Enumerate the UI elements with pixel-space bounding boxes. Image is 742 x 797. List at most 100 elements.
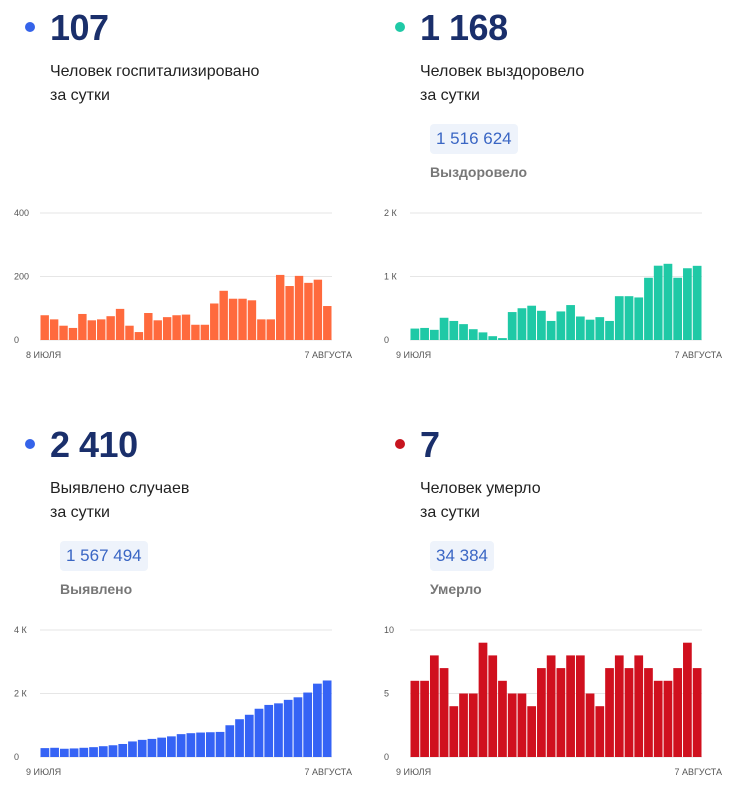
x-start-label: 8 ИЮЛЯ — [26, 350, 61, 360]
panel-cases: 2 410 Выявлено случаев за сутки 1 567 49… — [0, 417, 360, 797]
bar — [634, 297, 644, 340]
bar — [293, 697, 303, 757]
bar — [556, 668, 566, 757]
bar — [176, 734, 186, 757]
bar — [673, 668, 683, 757]
bar — [167, 736, 176, 757]
x-end-label: 7 АВГУСТА — [304, 350, 352, 360]
bar — [653, 680, 663, 757]
bar — [449, 320, 459, 340]
bar — [134, 332, 144, 340]
bar — [238, 298, 247, 340]
x-end-label: 7 АВГУСТА — [674, 767, 722, 777]
bar — [410, 328, 420, 340]
deaths-total: 34 384 — [430, 541, 494, 571]
y-tick-label: 200 — [14, 272, 29, 282]
bar — [556, 311, 566, 340]
bar — [266, 319, 275, 340]
deaths-value: 7 — [420, 424, 440, 465]
bar — [566, 655, 575, 757]
bar — [429, 329, 439, 340]
panel-deaths: 7 Человек умерло за сутки 34 384 Умерло … — [370, 417, 730, 797]
deaths-desc: Человек умерло за сутки — [420, 477, 541, 525]
bar — [49, 319, 59, 340]
bar — [257, 319, 266, 340]
bar — [283, 699, 293, 757]
bar — [537, 668, 546, 757]
bullet-dot-icon — [25, 439, 35, 449]
bar — [488, 336, 498, 340]
bar — [566, 305, 575, 340]
bar — [410, 680, 420, 757]
bar — [439, 668, 449, 757]
bar — [115, 308, 125, 340]
bar — [89, 747, 98, 757]
bar — [40, 315, 49, 340]
bar — [653, 265, 663, 340]
bar — [228, 298, 238, 340]
bar — [459, 324, 468, 341]
recovered-total: 1 516 624 — [430, 124, 518, 154]
bar — [294, 275, 304, 340]
bar — [429, 655, 439, 757]
bar — [304, 282, 313, 340]
bar — [595, 706, 605, 757]
bar — [106, 316, 115, 340]
bar — [644, 668, 653, 757]
x-start-label: 9 ИЮЛЯ — [396, 767, 431, 777]
bar — [219, 290, 228, 340]
y-tick-label: 4 К — [14, 625, 28, 635]
bar — [69, 748, 79, 757]
recovered-desc: Человек выздоровело за сутки — [420, 60, 584, 108]
bar — [157, 737, 167, 757]
y-tick-label: 2 К — [14, 689, 28, 699]
bar — [322, 680, 332, 757]
bar — [98, 746, 108, 757]
bar — [181, 314, 191, 340]
bar — [128, 741, 137, 757]
bullet-dot-icon — [395, 439, 405, 449]
panel-hospitalized: 107 Человек госпитализировано за сутки 0… — [0, 0, 360, 380]
bar — [191, 324, 200, 340]
y-tick-label: 0 — [14, 335, 19, 345]
deaths-total-label: Умерло — [430, 581, 482, 597]
recovered-total-label: Выздоровело — [430, 164, 528, 180]
bar — [97, 319, 106, 340]
bar — [449, 706, 459, 757]
bar — [162, 317, 172, 340]
bar — [87, 320, 97, 340]
y-tick-label: 2 К — [384, 208, 398, 218]
bar — [186, 733, 196, 757]
bar — [624, 668, 634, 757]
bar — [683, 642, 692, 757]
bar — [663, 680, 673, 757]
bar — [585, 693, 595, 757]
hospitalized-desc: Человек госпитализировано за сутки — [50, 60, 259, 108]
bar — [517, 308, 527, 340]
bar — [498, 338, 507, 340]
cases-chart: 0 2 К 4 К 9 ИЮЛЯ 7 АВГУСТА — [14, 625, 352, 777]
bar — [527, 305, 537, 340]
desc-line-2: за сутки — [50, 504, 110, 521]
y-tick-label: 5 — [384, 689, 389, 699]
bar — [605, 668, 614, 757]
desc-line-1: Выявлено случаев — [50, 480, 190, 497]
x-start-label: 9 ИЮЛЯ — [26, 767, 61, 777]
bar — [59, 748, 69, 757]
cases-total: 1 567 494 — [60, 541, 148, 571]
y-tick-label: 0 — [384, 335, 389, 345]
bar — [624, 296, 634, 340]
x-start-label: 9 ИЮЛЯ — [396, 350, 431, 360]
desc-line-2: за сутки — [420, 504, 480, 521]
bar — [420, 680, 429, 757]
bar — [125, 325, 134, 340]
bar — [468, 329, 478, 340]
bar — [79, 747, 89, 757]
bar — [575, 655, 585, 757]
bar — [527, 706, 537, 757]
bar — [507, 312, 517, 340]
bar — [78, 313, 87, 340]
recovered-value: 1 168 — [420, 7, 508, 48]
bar — [244, 714, 254, 757]
bar — [59, 325, 68, 340]
